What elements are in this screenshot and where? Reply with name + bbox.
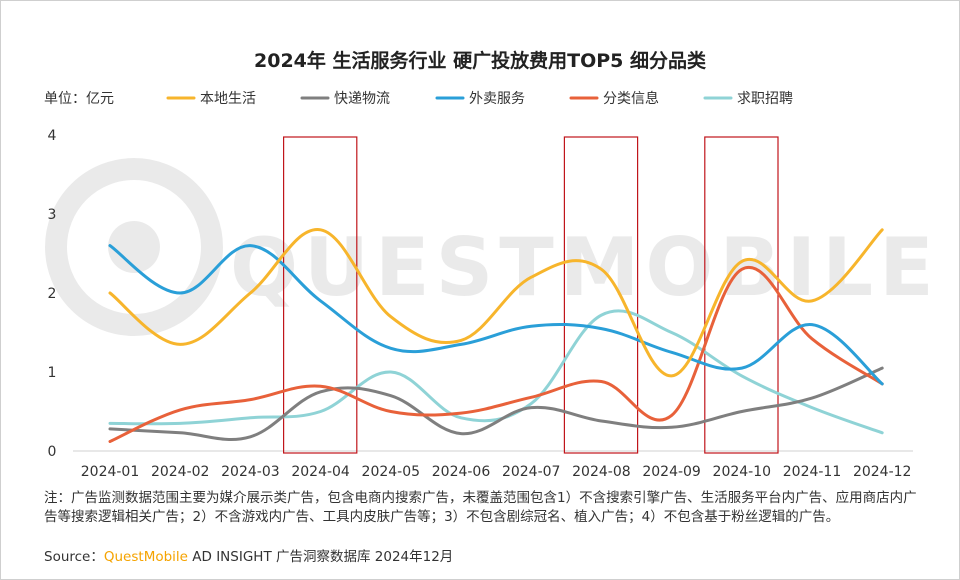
source-rest: AD INSIGHT 广告洞察数据库 2024年12月	[187, 549, 454, 565]
series-lines	[108, 228, 884, 443]
y-tick-label: 1	[48, 365, 57, 381]
unit-label: 单位：亿元	[44, 91, 114, 107]
watermark-text: QUESTMOBILE	[230, 221, 940, 314]
x-axis: 2024-01 2024-02 2024-03 2024-04 2024-05 2024-…	[81, 464, 912, 480]
watermark-logo-dot	[108, 221, 160, 273]
legend-label: 分类信息	[603, 90, 659, 107]
x-tick-label: 2024-08	[572, 464, 631, 480]
source-label: Source：	[44, 549, 104, 565]
legend-label: 快递物流	[334, 91, 390, 107]
series-line-4	[108, 265, 884, 443]
x-tick-label: 2024-06	[432, 464, 491, 480]
series-line-2	[108, 366, 884, 441]
x-tick-label: 2024-07	[502, 464, 561, 480]
x-tick-label: 2024-04	[291, 464, 350, 480]
legend-label: 本地生活	[200, 91, 256, 107]
x-tick-label: 2024-12	[853, 464, 912, 480]
legend-label: 求职招聘	[737, 91, 793, 107]
y-tick-label: 3	[48, 207, 57, 223]
highlight-box	[283, 136, 358, 454]
x-tick-label: 2024-10	[713, 464, 772, 480]
series-line-3	[108, 244, 884, 386]
x-tick-label: 2024-02	[151, 464, 210, 480]
x-tick-label: 2024-01	[81, 464, 140, 480]
legend: 本地生活 快递物流 外卖服务 分类信息 求职招聘	[166, 90, 793, 107]
chart-title: 2024年 生活服务行业 硬广投放费用TOP5 细分品类	[254, 49, 706, 72]
y-axis: 0 1 2 3 4	[48, 128, 57, 460]
source-line: Source：QuestMobile AD INSIGHT 广告洞察数据库 20…	[44, 545, 453, 565]
x-tick-label: 2024-09	[642, 464, 701, 480]
y-tick-label: 4	[48, 128, 57, 144]
y-tick-label: 0	[48, 444, 57, 460]
highlight-box	[563, 136, 639, 454]
x-tick-label: 2024-05	[362, 464, 421, 480]
footnote: 注：广告监测数据范围主要为媒介展示类广告，包含电商内搜索广告，未覆盖范围包含1）…	[44, 490, 917, 525]
legend-label: 外卖服务	[469, 91, 525, 107]
source-brand: QuestMobile	[103, 549, 188, 565]
x-tick-label: 2024-11	[783, 464, 842, 480]
x-tick-label: 2024-03	[221, 464, 280, 480]
series-line-5	[108, 309, 884, 435]
watermark-logo-ring	[45, 158, 223, 336]
y-tick-label: 2	[48, 286, 57, 302]
series-line-1	[108, 228, 884, 378]
